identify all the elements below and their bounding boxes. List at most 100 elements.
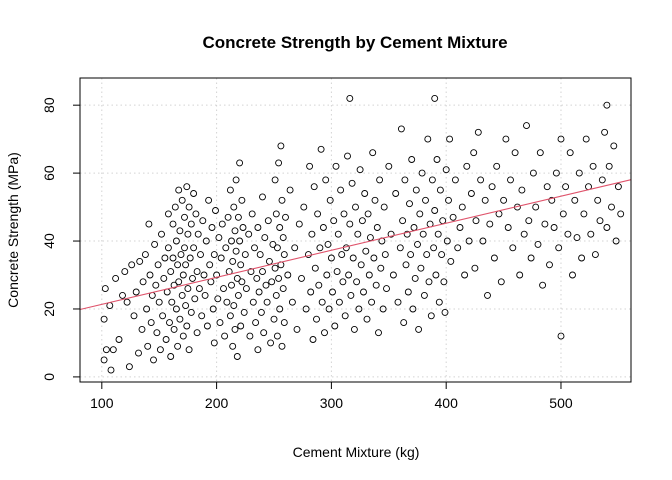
data-point-183 [284, 271, 292, 279]
data-point-389 [617, 210, 625, 218]
data-point-373 [582, 135, 590, 143]
data-point-160 [267, 339, 275, 347]
data-point-16 [135, 349, 142, 357]
data-point-212 [327, 254, 335, 262]
data-point-254 [375, 329, 382, 337]
data-point-278 [409, 305, 417, 313]
data-point-353 [539, 281, 547, 289]
data-point-263 [387, 230, 395, 238]
data-point-194 [307, 288, 315, 296]
data-point-135 [239, 224, 247, 231]
data-point-171 [275, 274, 283, 282]
data-point-377 [591, 251, 599, 259]
data-point-83 [193, 329, 201, 337]
data-point-10 [121, 268, 129, 276]
data-point-317 [458, 203, 466, 211]
data-point-307 [441, 308, 449, 316]
data-point-256 [377, 264, 385, 272]
data-point-219 [335, 298, 343, 306]
data-point-23 [145, 220, 153, 228]
data-point-80 [191, 295, 199, 303]
data-point-347 [525, 217, 533, 225]
data-point-329 [484, 291, 491, 299]
data-point-170 [275, 159, 283, 167]
data-point-54 [174, 342, 182, 350]
data-point-163 [270, 315, 278, 323]
data-point-371 [578, 254, 586, 262]
data-point-15 [132, 288, 140, 296]
data-point-48 [170, 281, 178, 289]
data-point-125 [233, 274, 241, 282]
data-point-230 [347, 291, 355, 299]
data-point-316 [456, 224, 464, 231]
data-point-107 [220, 285, 227, 293]
data-point-236 [354, 230, 362, 238]
x-tick-label-100: 100 [90, 395, 114, 411]
data-point-306 [440, 278, 448, 286]
data-point-345 [520, 230, 528, 238]
data-point-352 [536, 149, 544, 157]
data-point-249 [369, 149, 377, 157]
data-point-187 [293, 325, 301, 333]
data-point-91 [202, 237, 210, 245]
data-point-89 [200, 271, 208, 279]
data-point-287 [419, 230, 427, 238]
data-point-375 [587, 230, 595, 238]
data-point-255 [376, 176, 384, 184]
data-point-124 [232, 176, 240, 184]
data-point-147 [254, 224, 262, 231]
data-point-247 [366, 234, 374, 242]
data-point-351 [534, 240, 542, 248]
data-point-348 [527, 254, 535, 262]
data-point-11 [123, 298, 131, 306]
data-point-217 [333, 268, 341, 276]
data-point-72 [185, 203, 193, 211]
data-point-333 [493, 162, 501, 170]
data-point-322 [470, 149, 478, 157]
data-point-380 [598, 176, 606, 184]
data-point-211 [326, 196, 334, 204]
data-point-0 [100, 356, 108, 364]
data-point-237 [355, 305, 363, 313]
data-point-370 [575, 169, 583, 177]
data-point-20 [141, 251, 149, 259]
data-point-291 [424, 135, 432, 143]
data-point-29 [152, 281, 160, 289]
data-points [100, 94, 625, 374]
data-point-296 [430, 244, 438, 252]
y-tick-label-60: 60 [41, 165, 57, 181]
data-point-324 [472, 217, 480, 225]
data-point-113 [226, 312, 234, 320]
data-point-134 [238, 278, 246, 286]
data-point-148 [254, 346, 262, 354]
data-point-310 [445, 196, 452, 204]
data-point-357 [548, 196, 556, 204]
grid-lines [80, 78, 631, 382]
data-point-239 [357, 261, 365, 269]
data-point-85 [195, 285, 203, 293]
data-point-153 [259, 268, 266, 276]
data-point-234 [352, 203, 359, 211]
data-point-189 [298, 274, 305, 282]
data-point-222 [339, 278, 347, 286]
data-point-115 [228, 237, 235, 245]
data-point-376 [589, 162, 597, 170]
data-point-258 [379, 305, 387, 313]
data-point-130 [236, 159, 244, 167]
data-point-285 [417, 264, 425, 272]
data-point-312 [447, 257, 455, 265]
data-point-268 [397, 125, 405, 133]
data-point-27 [150, 356, 157, 364]
data-point-314 [451, 176, 459, 184]
data-point-118 [229, 257, 237, 265]
data-point-122 [231, 325, 239, 333]
data-point-36 [160, 274, 168, 282]
data-point-301 [434, 230, 442, 238]
data-point-197 [310, 183, 318, 191]
data-point-145 [252, 319, 260, 327]
y-tick-label-40: 40 [41, 233, 57, 249]
data-point-231 [348, 179, 356, 187]
data-point-200 [314, 210, 322, 218]
data-point-216 [332, 162, 340, 170]
data-point-81 [192, 210, 200, 218]
